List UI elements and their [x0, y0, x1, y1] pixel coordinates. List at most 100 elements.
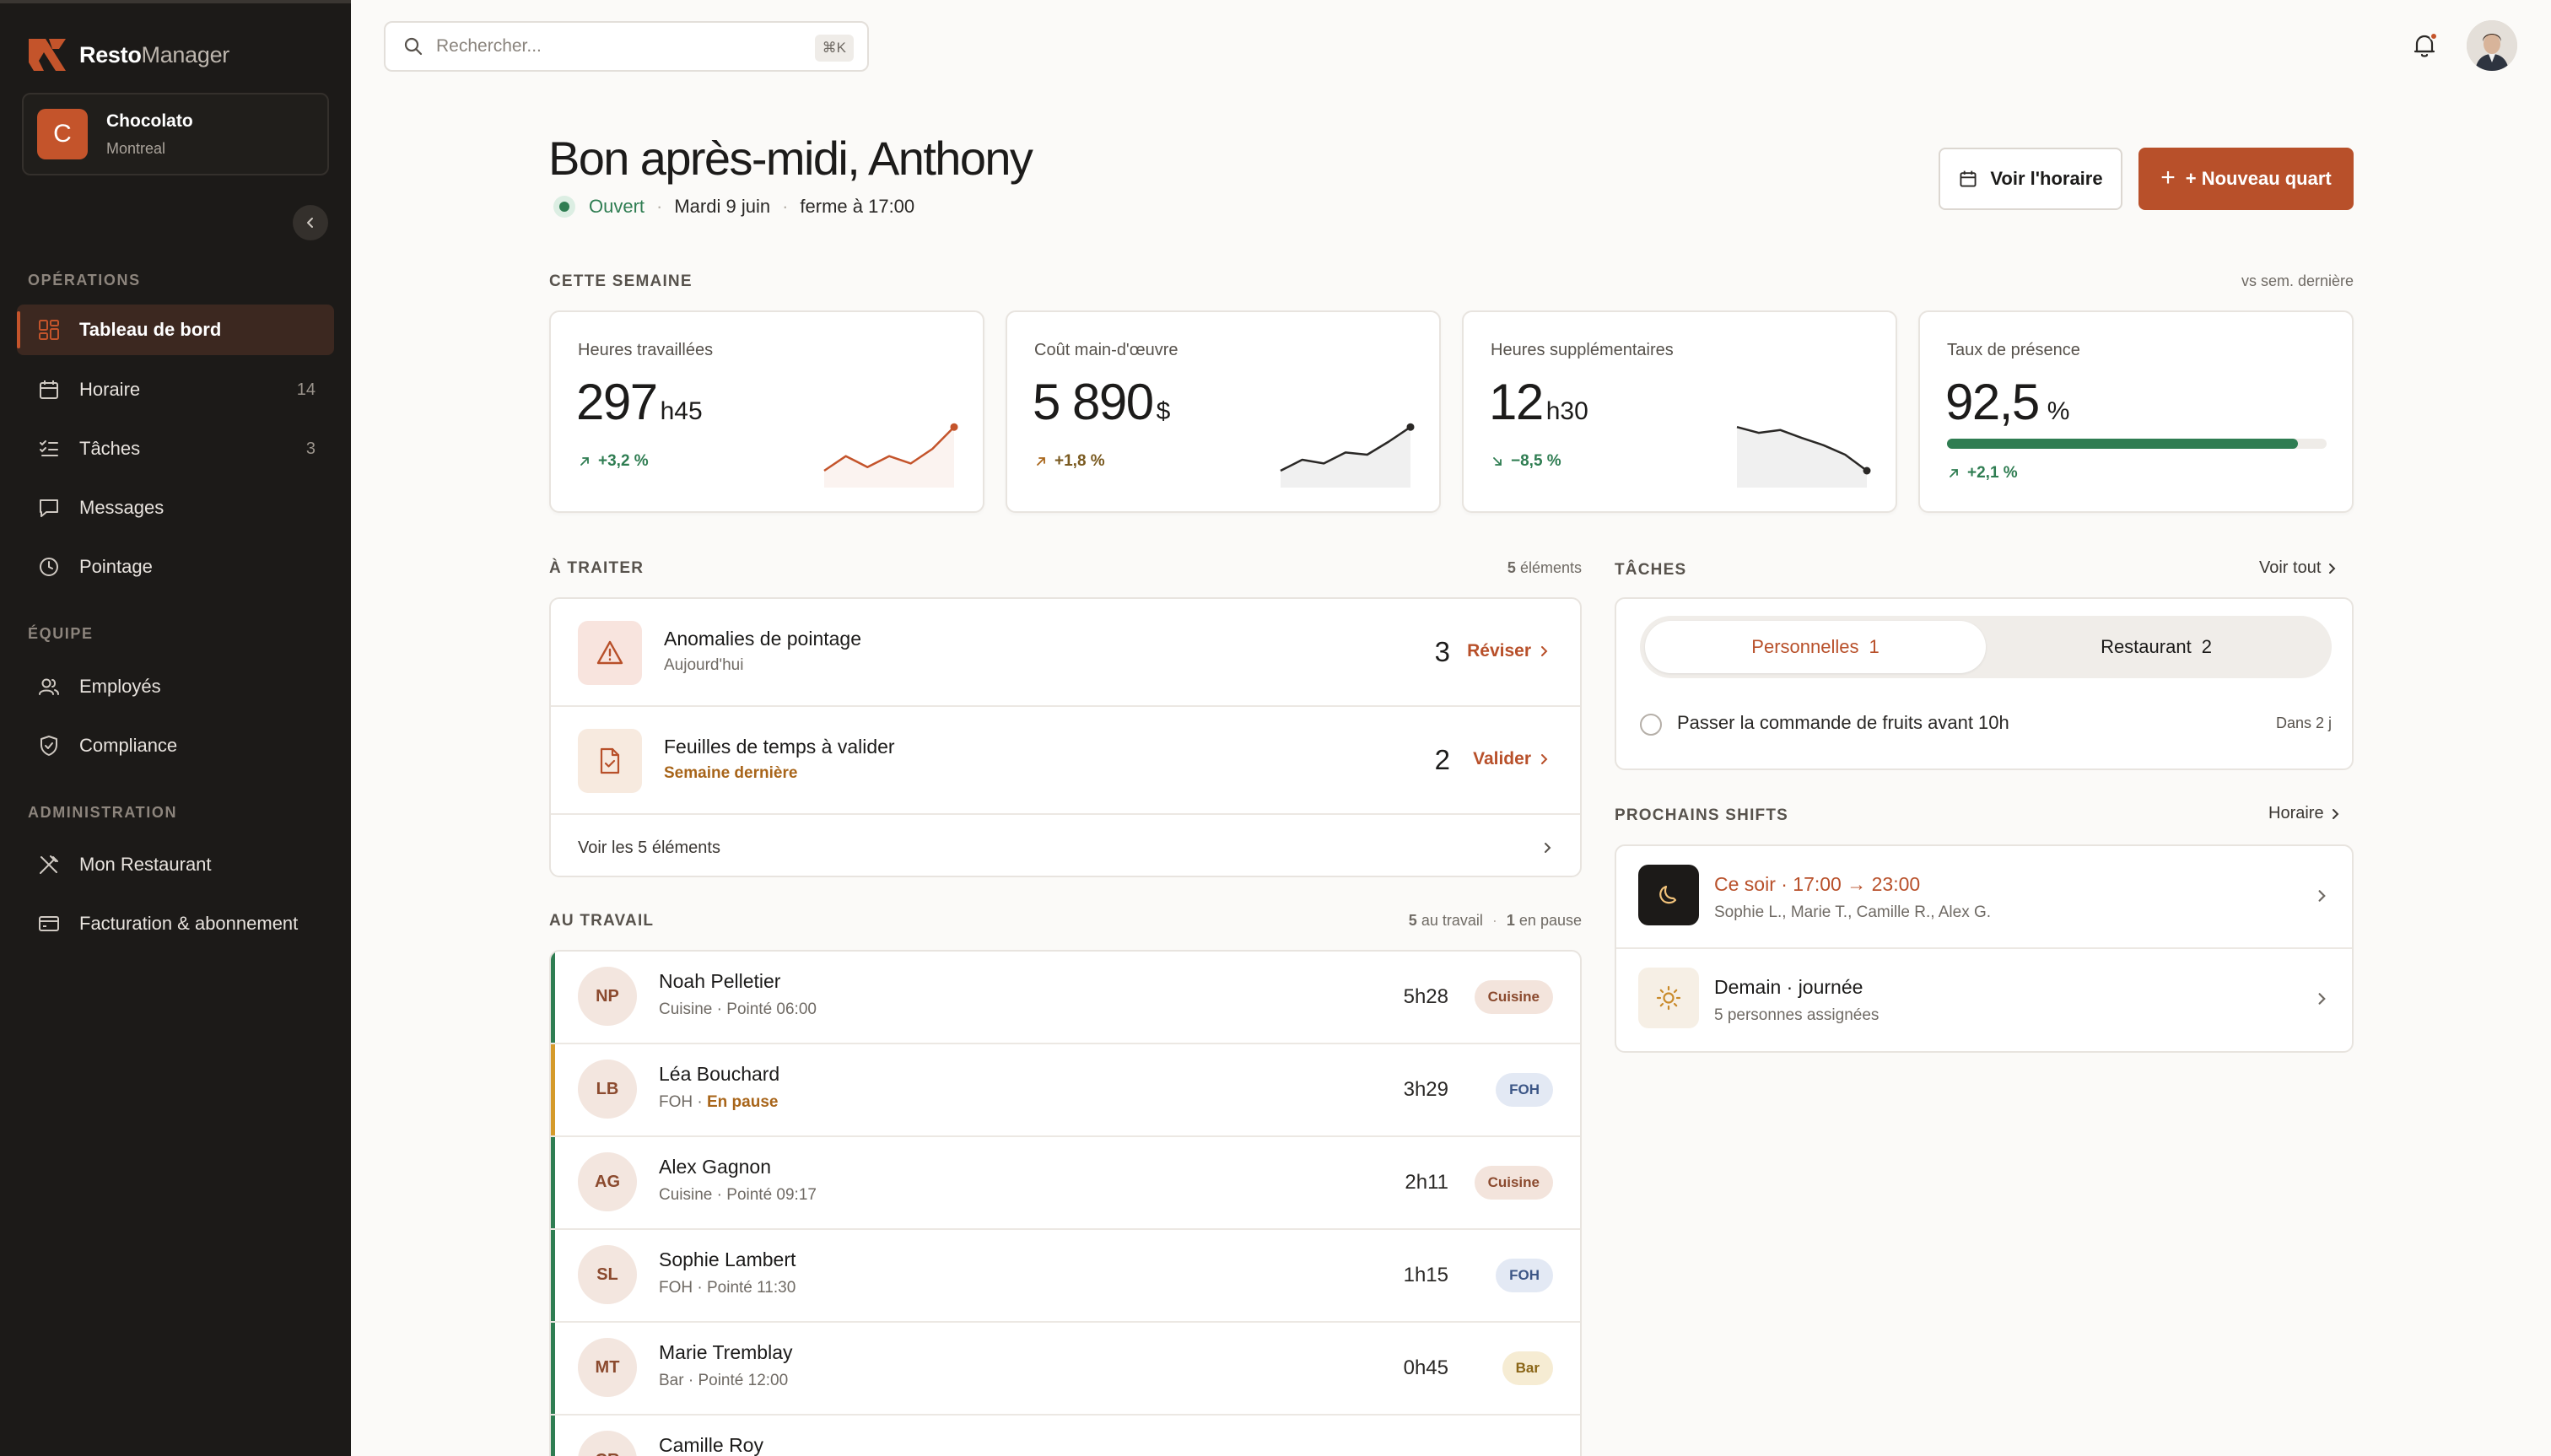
sidebar-item-my-restaurant[interactable]: Mon Restaurant: [17, 839, 334, 890]
todo-count: 3: [1434, 636, 1450, 667]
sidebar-item-label: Employés: [79, 676, 161, 697]
task-item: Passer la commande de fruits avant 10h D…: [1640, 709, 2332, 737]
todo-item-timesheets[interactable]: Feuilles de temps à valider Semaine dern…: [551, 707, 1580, 815]
sidebar-item-compliance[interactable]: Compliance: [17, 720, 334, 771]
sun-icon: [1656, 985, 1681, 1011]
sparkline-last-point: [1406, 423, 1415, 431]
chevron-right-icon: [2332, 808, 2338, 819]
tasks-card: Personnelles 1 Restaurant 2 Passer la comm…: [1615, 597, 2354, 770]
employee-row[interactable]: AG Alex Gagnon Cuisine · Pointé 09:17 2h…: [551, 1137, 1580, 1230]
todo-title: Feuilles de temps à valider: [664, 736, 895, 758]
search-shortcut: ⌘K: [814, 35, 854, 62]
tasks-see-all-link[interactable]: Voir tout: [2259, 558, 2338, 578]
shift-tomorrow[interactable]: Demain · journée 5 personnes assignées: [1616, 949, 2352, 1051]
kpi-card-overtime[interactable]: Heures supplémentaires 12 h30 −8,5 %: [1462, 310, 1897, 513]
search-input[interactable]: [436, 36, 807, 57]
sidebar-item-schedule[interactable]: Horaire 14: [17, 364, 334, 415]
todo-subtitle: Semaine dernière: [664, 764, 798, 782]
employee-name: Camille Roy: [659, 1434, 763, 1456]
kpi-value: 92,5%: [1945, 374, 2070, 430]
shift-icon-wrap: [1638, 968, 1699, 1028]
nav-section-team: ÉQUIPE: [28, 625, 94, 642]
sidebar-item-timeclock[interactable]: Pointage: [17, 542, 334, 592]
employee-row[interactable]: LB Léa Bouchard FOH · En pause 3h29 FOH: [551, 1044, 1580, 1137]
sidebar-item-label: Compliance: [79, 735, 178, 756]
kpi-value: 5 890 $: [1033, 374, 1171, 430]
task-checkbox[interactable]: [1640, 714, 1662, 736]
employee-name: Marie Tremblay: [659, 1341, 793, 1363]
department-tag: Bar: [1502, 1351, 1553, 1385]
chevron-right-icon: [1541, 754, 1548, 764]
status-open-text: Ouvert: [589, 196, 645, 217]
status-closing: ferme à 17:00: [800, 196, 915, 217]
kpi-label: Taux de présence: [1947, 341, 2080, 359]
plus-icon: +: [2160, 163, 2176, 191]
app-logo[interactable]: RestoManager: [27, 37, 229, 73]
employee-row[interactable]: MT Marie Tremblay Bar · Pointé 12:00 0h4…: [551, 1323, 1580, 1416]
kpi-card-hours[interactable]: Heures travaillées 297 h45 +3,2 %: [549, 310, 984, 513]
shift-title: Ce soir · 17:00 → 23:00: [1714, 873, 1921, 895]
todo-item-anomalies[interactable]: Anomalies de pointage Aujourd'hui 3 Révi…: [551, 599, 1580, 707]
department-tag: FOH: [1496, 1259, 1553, 1292]
arrow-up-right-icon: [1037, 457, 1045, 466]
user-avatar[interactable]: [2467, 20, 2517, 71]
section-title-upcoming-shifts: PROCHAINS SHIFTS: [1615, 806, 1789, 824]
at-work-card: NP Noah Pelletier Cuisine · Pointé 06:00…: [549, 950, 1582, 1456]
section-title-to-handle: À TRAITER: [549, 559, 644, 577]
kpi-delta: +3,2 %: [578, 452, 649, 471]
view-schedule-label: Voir l'horaire: [1990, 168, 2103, 189]
sidebar-item-label: Messages: [79, 497, 164, 518]
tab-personal[interactable]: Personnelles 1: [1645, 621, 1986, 673]
employee-row[interactable]: CR Camille Roy: [551, 1416, 1580, 1456]
restaurant-avatar: C: [37, 109, 88, 159]
attendance-progress-fill: [1947, 439, 2299, 449]
search-bar[interactable]: ⌘K: [384, 21, 869, 72]
search-icon: [404, 37, 423, 56]
employee-detail: FOH · Pointé 11:30: [659, 1279, 796, 1297]
tab-restaurant[interactable]: Restaurant 2: [2101, 636, 2212, 657]
shift-staff: 5 personnes assignées: [1714, 1006, 1880, 1024]
employee-avatar: AG: [578, 1152, 637, 1211]
bell-icon[interactable]: [2409, 30, 2440, 61]
sidebar-item-label: Facturation & abonnement: [79, 913, 299, 934]
arrow-down-right-icon: [1493, 457, 1502, 466]
restaurant-switcher[interactable]: C Chocolato Montreal: [22, 93, 329, 175]
shift-icon-wrap: [1638, 865, 1699, 925]
kpi-label: Heures travaillées: [578, 341, 714, 359]
arrow-up-right-icon: [1950, 469, 1958, 477]
sidebar-item-billing[interactable]: Facturation & abonnement: [17, 898, 334, 949]
chevron-right-icon: [2318, 993, 2326, 1005]
collapse-sidebar-button[interactable]: [293, 205, 328, 240]
sidebar-item-tasks[interactable]: Tâches 3: [17, 423, 334, 474]
employee-avatar: SL: [578, 1245, 637, 1304]
kpi-card-labor-cost[interactable]: Coût main-d'œuvre 5 890 $ +1,8 %: [1006, 310, 1441, 513]
status-bar: [551, 1230, 555, 1321]
sidebar-item-messages[interactable]: Messages: [17, 483, 334, 533]
task-text: Passer la commande de fruits avant 10h: [1677, 712, 2009, 733]
kpi-card-attendance[interactable]: Taux de présence 92,5% +2,1 %: [1918, 310, 2354, 513]
user-photo: [2467, 20, 2517, 71]
see-all-items-link[interactable]: Voir les 5 éléments: [578, 820, 1553, 876]
employee-row[interactable]: NP Noah Pelletier Cuisine · Pointé 06:00…: [551, 952, 1580, 1044]
chevron-right-icon: [2329, 563, 2336, 574]
sidebar-item-dashboard[interactable]: Tableau de bord: [17, 305, 334, 355]
employee-row[interactable]: SL Sophie Lambert FOH · Pointé 11:30 1h1…: [551, 1230, 1580, 1323]
sidebar-item-employees[interactable]: Employés: [17, 661, 334, 712]
kpi-delta: +1,8 %: [1034, 452, 1105, 471]
employee-duration: 0h45: [1403, 1356, 1448, 1379]
chevron-right-icon: [2318, 890, 2326, 902]
status-bar: [551, 1323, 555, 1414]
view-schedule-button[interactable]: Voir l'horaire: [1939, 148, 2122, 210]
status-bar: [551, 1137, 555, 1228]
validate-link[interactable]: Valider: [1473, 749, 1550, 769]
todo-icon-wrap: [578, 729, 642, 793]
document-check-icon: [600, 747, 620, 774]
review-link[interactable]: Réviser: [1467, 641, 1550, 661]
credit-card-icon: [39, 916, 59, 931]
sparkline-last-point: [950, 423, 958, 431]
shift-tonight[interactable]: Ce soir · 17:00 → 23:00 Sophie L., Marie…: [1616, 846, 2352, 949]
new-shift-button[interactable]: + + Nouveau quart: [2138, 148, 2354, 210]
employee-name: Alex Gagnon: [659, 1156, 771, 1178]
shifts-schedule-link[interactable]: Horaire: [2268, 804, 2341, 823]
status-bar: [551, 952, 555, 1043]
